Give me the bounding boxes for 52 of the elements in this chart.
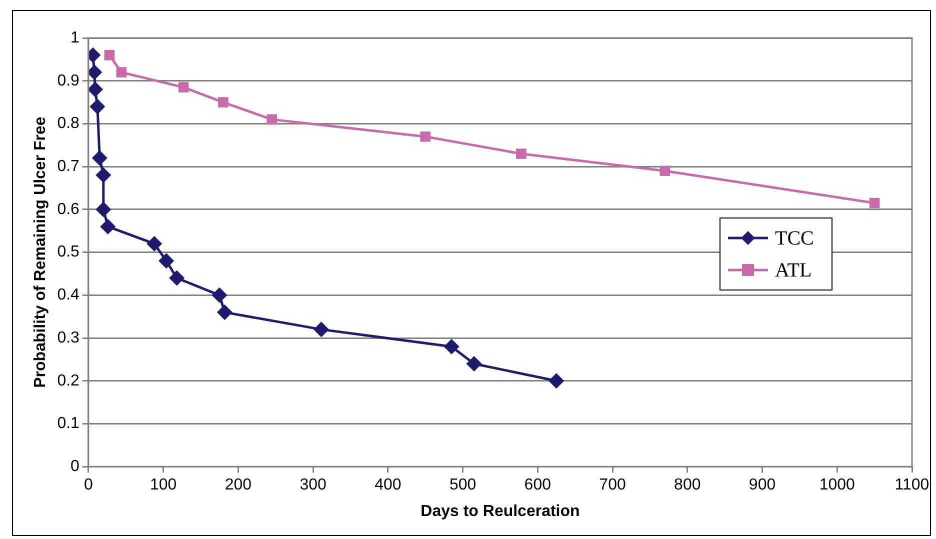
x-tick-label: 200 xyxy=(224,476,252,494)
x-tick-label: 600 xyxy=(524,476,552,494)
x-tick-label: 300 xyxy=(300,476,326,494)
y-tick-label: 0.2 xyxy=(57,372,80,390)
point xyxy=(218,97,228,108)
point xyxy=(159,254,174,268)
x-tick-label: 700 xyxy=(599,476,626,494)
y-tick-label: 0.5 xyxy=(57,244,80,261)
point xyxy=(100,219,116,234)
y-tick-label: 0.4 xyxy=(57,286,80,304)
point xyxy=(147,236,162,251)
point xyxy=(516,148,526,159)
x-tick-label: 400 xyxy=(374,476,402,494)
y-tick-label: 1 xyxy=(70,29,80,46)
y-axis-title: Probability of Remaining Ulcer Free xyxy=(32,116,50,388)
x-tick-label: 100 xyxy=(150,476,177,494)
point xyxy=(212,288,227,302)
y-tick-label: 0.3 xyxy=(57,329,80,346)
y-tick-label: 0.1 xyxy=(57,415,80,432)
point xyxy=(549,374,564,388)
point xyxy=(466,356,482,371)
x-tick-label: 500 xyxy=(449,476,476,494)
x-tick-label: 800 xyxy=(674,476,701,494)
point xyxy=(178,82,189,92)
x-tick-label: 0 xyxy=(84,476,93,494)
point xyxy=(314,322,329,337)
point xyxy=(92,150,107,166)
point xyxy=(96,168,111,182)
x-tick-label: 900 xyxy=(748,476,776,494)
point xyxy=(104,50,115,60)
point xyxy=(88,65,102,80)
y-tick-label: 0.6 xyxy=(57,200,80,218)
x-tick-label: 1000 xyxy=(819,476,856,494)
legend-label: ATL xyxy=(775,259,812,282)
point xyxy=(170,270,184,286)
point xyxy=(88,82,102,97)
legend-label: TCC xyxy=(775,227,814,250)
x-tick-label: 1100 xyxy=(894,476,930,494)
point xyxy=(869,198,880,208)
y-tick-label: 0.8 xyxy=(57,115,80,132)
y-tick-label: 0.9 xyxy=(57,72,80,90)
point xyxy=(444,339,459,354)
point xyxy=(266,114,278,125)
y-tick-label: 0 xyxy=(70,458,80,476)
point xyxy=(96,202,111,217)
y-tick-label: 0.7 xyxy=(57,158,80,175)
point xyxy=(217,305,232,320)
point xyxy=(90,99,105,114)
point xyxy=(420,131,430,142)
point xyxy=(116,67,127,78)
x-axis-title: Days to Reulceration xyxy=(420,502,580,520)
point xyxy=(660,166,670,176)
